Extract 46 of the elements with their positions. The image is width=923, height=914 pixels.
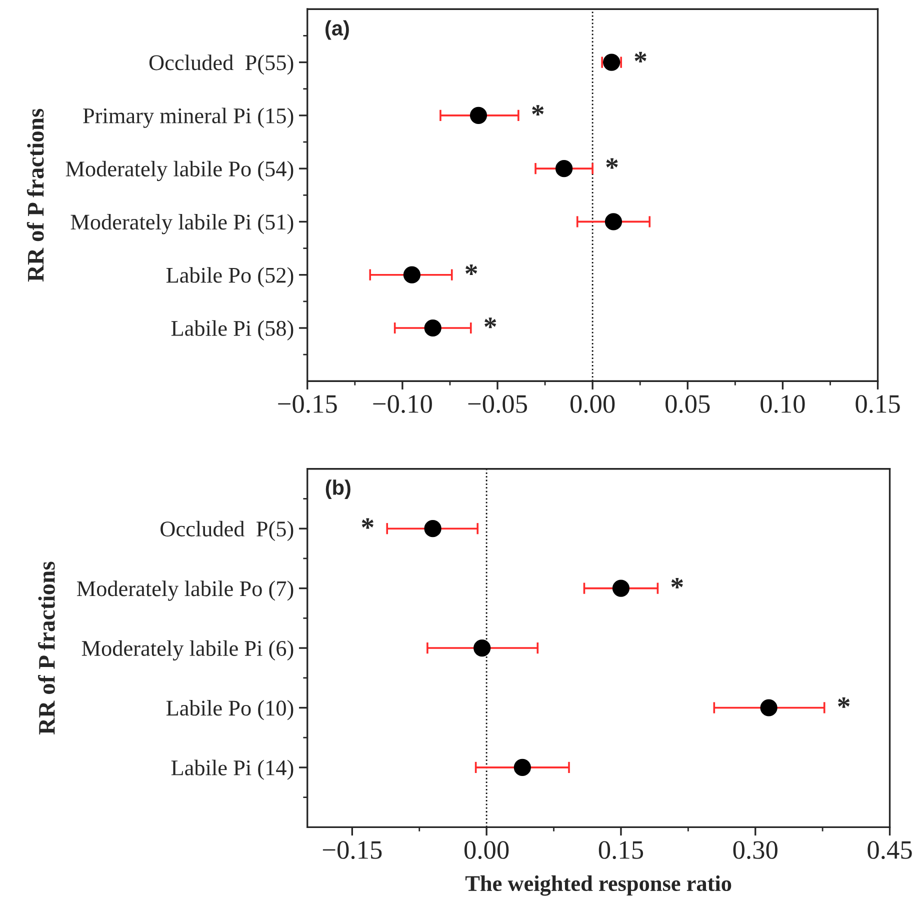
- y-tick-label: Labile Pi (14): [171, 760, 294, 780]
- annotation: *: [362, 518, 374, 529]
- y-tick-label: Labile Pi (58): [171, 320, 294, 340]
- annotation: *: [838, 697, 850, 708]
- annotation: *: [606, 158, 618, 169]
- point: [612, 580, 630, 597]
- x-tick-label: 0.45: [868, 841, 912, 860]
- annotation: *: [532, 105, 544, 116]
- point: [604, 213, 622, 230]
- point: [403, 266, 420, 284]
- point: [474, 639, 491, 657]
- x-tick-label: −0.05: [468, 395, 527, 414]
- y-tick-label: Labile Po (10): [166, 700, 294, 720]
- x-tick-label: 0.05: [666, 395, 710, 414]
- y-tick-label: Moderately labile Pi (51): [70, 214, 294, 234]
- x-tick-label: 0.15: [856, 395, 900, 414]
- y-tick-label: Moderately labile Pi (6): [82, 640, 294, 661]
- x-tick-label: 0.00: [464, 841, 509, 860]
- point: [470, 106, 488, 124]
- y-tick-label: Primary mineral Pi (15): [83, 108, 294, 128]
- point: [514, 758, 531, 776]
- y-tick-label: Moderately labile Po (7): [76, 580, 294, 601]
- annotation: *: [634, 52, 646, 62]
- x-tick-label: −0.15: [278, 395, 337, 414]
- y-tick-label: Moderately labile Po (54): [66, 160, 294, 182]
- text: (a): [326, 20, 349, 40]
- chart-title: (b): [326, 480, 350, 500]
- annotation: *: [466, 264, 478, 275]
- x-tick-label: −0.15: [322, 841, 382, 860]
- x-tick-label: 0.30: [733, 841, 778, 860]
- point: [424, 520, 442, 538]
- x-tick-label: 0.15: [598, 841, 644, 860]
- y-tick-label: Occluded P(5): [160, 520, 294, 542]
- x-tick-label: 0.10: [760, 395, 805, 414]
- x-tick-label: 0.00: [570, 395, 615, 414]
- x-tick-label: −0.10: [373, 395, 432, 414]
- annotation: *: [484, 318, 496, 328]
- y-tick-label: Occluded P(55): [149, 54, 294, 75]
- x-axis-title: The weighted response ratio: [465, 875, 732, 896]
- annotation: *: [671, 578, 683, 588]
- point: [760, 699, 778, 716]
- y-tick-label: Labile Po (52): [166, 267, 294, 288]
- point: [424, 319, 442, 337]
- y-axis-title: RR of P fractions: [38, 562, 55, 735]
- point: [555, 160, 573, 178]
- y-axis-title: RR of P fractions: [26, 108, 44, 282]
